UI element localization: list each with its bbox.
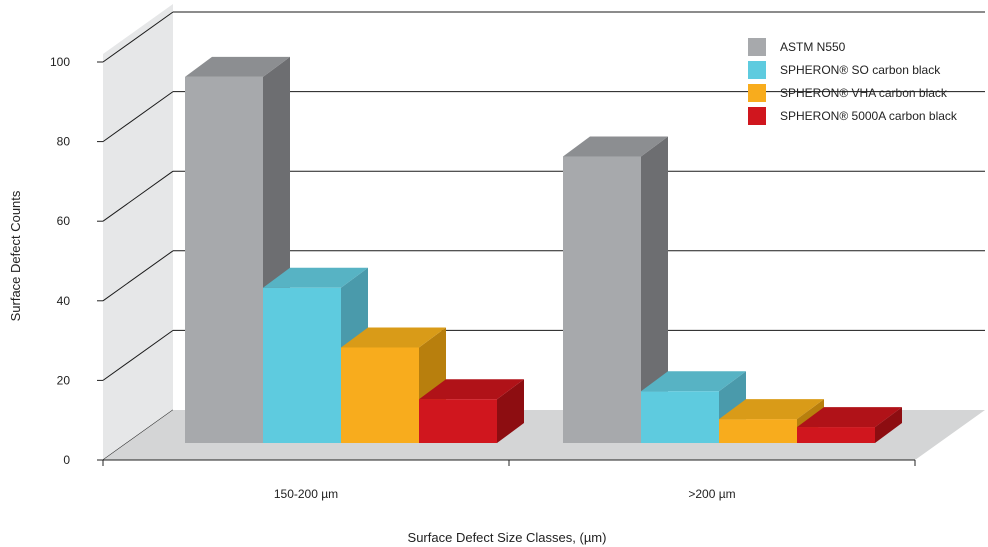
- legend-swatch-spheron-so-carbon-black: [748, 61, 766, 79]
- legend-swatch-spheron-vha-carbon-black: [748, 84, 766, 102]
- bar-side: [641, 136, 668, 443]
- x-tick-label-2: >200 µm: [688, 487, 735, 501]
- bar-top: [797, 407, 902, 428]
- bar-top: [641, 371, 746, 392]
- bar-top: [185, 56, 290, 77]
- bar-front: [563, 156, 641, 443]
- bar-front: [185, 76, 263, 443]
- side-wall: [103, 4, 173, 460]
- y-tick-label: 40: [57, 294, 71, 308]
- y-tick-label: 100: [50, 55, 70, 69]
- gridline-diagonal: [102, 170, 174, 222]
- bar-spheron-5000a-carbon-black-1: [419, 379, 524, 443]
- bars: [185, 56, 902, 444]
- bar-front: [641, 391, 719, 443]
- bar-side: [497, 379, 524, 443]
- legend-swatch-spheron-5000a-carbon-black: [748, 107, 766, 125]
- legend-label-astm-n550: ASTM N550: [780, 40, 846, 54]
- bar-front: [719, 419, 797, 443]
- legend-swatch-astm-n550: [748, 38, 766, 56]
- gridline-diagonal: [102, 329, 174, 381]
- x-tick-label-1: 150-200 µm: [274, 487, 338, 501]
- legend-label-spheron-vha-carbon-black: SPHERON® VHA carbon black: [780, 86, 948, 100]
- y-tick-label: 80: [57, 135, 71, 149]
- bar-top: [719, 399, 824, 420]
- gridline-diagonal: [102, 250, 174, 302]
- y-tick-label: 60: [57, 214, 71, 228]
- bar-astm-n550-2: [563, 136, 668, 443]
- y-tick-label: 0: [63, 453, 70, 467]
- bar-front: [419, 399, 497, 443]
- bar-top: [263, 267, 368, 288]
- axes: 0 20 40 60 80 100 150-200 µm >200 µm: [50, 55, 916, 501]
- bar-spheron-vha-carbon-black-2: [719, 399, 824, 443]
- y-axis-label: Surface Defect Counts: [8, 190, 23, 321]
- gridline-diagonal: [102, 91, 174, 143]
- legend-label-spheron-so-carbon-black: SPHERON® SO carbon black: [780, 63, 941, 77]
- bar-spheron-5000a-carbon-black-2: [797, 407, 902, 443]
- legend: ASTM N550 SPHERON® SO carbon black SPHERON…: [748, 38, 958, 125]
- bar-top: [341, 327, 446, 348]
- bar-front: [341, 347, 419, 443]
- chart-walls: [103, 4, 173, 460]
- bar-front: [263, 287, 341, 443]
- legend-label-spheron-5000a-carbon-black: SPHERON® 5000A carbon black: [780, 109, 958, 123]
- x-axis-label: Surface Defect Size Classes, (µm): [408, 530, 607, 545]
- bar-side: [875, 407, 902, 443]
- bar-top: [563, 136, 668, 157]
- bar-top: [419, 379, 524, 400]
- y-tick-label: 20: [57, 373, 71, 387]
- gridline-diagonal: [102, 11, 174, 63]
- bar-front: [797, 427, 875, 443]
